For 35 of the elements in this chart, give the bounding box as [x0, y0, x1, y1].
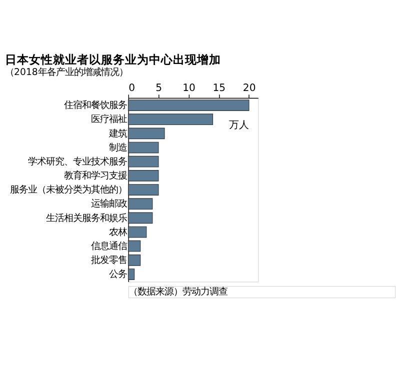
- bar: [128, 170, 159, 182]
- y-tick-label: 住宿和餐饮服务: [64, 100, 128, 112]
- annotation: 万人: [229, 120, 250, 132]
- y-tick-label: 学术研究、专业技术服务: [28, 156, 128, 168]
- y-tick-label: 建筑: [108, 128, 128, 140]
- bar: [128, 114, 214, 126]
- x-tick-label: 15: [212, 83, 226, 94]
- y-tick-label: 公务: [109, 269, 128, 280]
- bar: [128, 142, 159, 154]
- y-tick-label: 信息通信: [91, 240, 128, 252]
- bar: [128, 184, 159, 196]
- bar: [128, 198, 153, 210]
- bar: [128, 128, 165, 140]
- y-tick-label: 服务业（未被分类为其他的）: [10, 184, 128, 196]
- bar: [128, 156, 159, 168]
- y-tick-label: 运输邮政: [91, 198, 128, 210]
- bar: [128, 226, 147, 238]
- x-tick-label: 20: [242, 83, 256, 94]
- bar: [128, 254, 141, 266]
- x-tick-label: 10: [182, 83, 196, 94]
- chart-subtitle: （2018年各产业的增减情况）: [5, 66, 128, 78]
- y-tick-label: 医疗福祉: [91, 114, 128, 126]
- y-tick-label: 批发零售: [91, 255, 128, 266]
- bar: [128, 212, 153, 224]
- x-tick-label: 5: [156, 83, 162, 94]
- y-tick-label: 教育和学习支援: [64, 170, 128, 182]
- x-tick-label: 0: [128, 83, 136, 94]
- bar: [128, 268, 135, 280]
- chart-title: 日本女性就业者以服务业为中心出现增加: [5, 52, 222, 66]
- y-tick-label: 农林: [109, 226, 128, 238]
- text: （数据来源）劳动力调查: [128, 286, 228, 298]
- bar: [128, 240, 141, 252]
- y-tick-label: 生活相关服务和娱乐: [46, 212, 128, 224]
- bar: [128, 100, 250, 111]
- y-tick-label: 制造: [109, 142, 128, 154]
